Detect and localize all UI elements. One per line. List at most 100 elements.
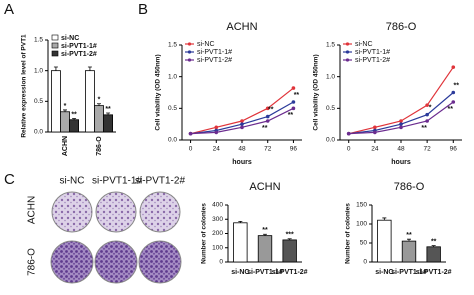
significance: * <box>64 103 67 110</box>
bar <box>282 239 297 263</box>
error-bar <box>263 233 267 236</box>
point <box>451 100 456 104</box>
legend-swatch <box>51 50 59 57</box>
significance: ** <box>262 125 268 132</box>
legend-marker <box>345 58 350 62</box>
chart-title: ACHN <box>226 21 257 33</box>
point <box>240 125 244 130</box>
x-axis-label: hours <box>391 159 411 166</box>
error-bar <box>97 103 101 106</box>
point <box>346 131 351 136</box>
error-bar <box>87 66 92 71</box>
point <box>265 106 270 111</box>
y-tick-label: 150 <box>356 202 367 209</box>
bar <box>426 246 441 263</box>
x-tick-label: 24 <box>213 146 221 153</box>
point <box>291 106 296 111</box>
significance: ** <box>421 125 427 132</box>
x-tick-label: ACHN <box>62 136 69 156</box>
significance: ** <box>454 82 460 89</box>
y-tick-label: 1.5 <box>34 37 43 44</box>
point <box>399 125 403 130</box>
panel-label: C <box>4 171 15 188</box>
x-tick-label: 72 <box>424 146 432 153</box>
y-tick-label: 0.5 <box>168 105 177 112</box>
bar <box>233 222 248 263</box>
significance: *** <box>286 232 294 239</box>
point <box>291 100 296 104</box>
y-tick-label: 0.0 <box>168 137 177 144</box>
error-bar <box>53 66 58 71</box>
legend-marker <box>187 58 192 62</box>
legend-label: si-PVT1-1# <box>355 49 390 56</box>
panel-label: A <box>4 1 14 18</box>
x-tick-label: 0 <box>189 146 193 153</box>
legend-swatch <box>51 42 59 49</box>
legend-marker <box>187 42 192 46</box>
point <box>425 119 429 123</box>
bar <box>377 219 392 263</box>
y-axis-label: Cell viability (OD 450nm) <box>313 54 320 130</box>
legend-label: si-PVT1-1# <box>61 43 97 50</box>
plate-image <box>95 191 137 233</box>
x-tick-label: si-PVT1-2# <box>272 269 308 276</box>
point <box>265 119 270 123</box>
legend-label: si-NC <box>61 35 79 42</box>
x-tick-label: 72 <box>264 146 272 153</box>
panel-label: B <box>138 1 148 18</box>
bar <box>85 70 95 133</box>
legend-swatch <box>51 34 59 41</box>
chart-title: 786-O <box>394 181 425 193</box>
column-label: si-PVT1-1# <box>92 176 142 187</box>
x-tick-label: 96 <box>450 146 458 153</box>
x-tick-label: 24 <box>371 146 379 153</box>
y-tick-label: 1.0 <box>34 67 43 74</box>
y-tick-label: 0.5 <box>34 98 43 105</box>
significance: * <box>98 97 101 104</box>
point <box>425 112 429 117</box>
x-tick-label: si-NC <box>231 269 249 276</box>
significance: ** <box>71 111 77 118</box>
x-tick-label: 48 <box>397 146 405 153</box>
x-tick-label: si-PVT1-1# <box>391 269 427 276</box>
error-bar <box>431 245 436 247</box>
significance: ** <box>431 239 437 246</box>
legend-marker <box>345 42 350 46</box>
y-tick-label: 0.0 <box>326 137 335 144</box>
y-tick-label: 1.5 <box>168 42 177 49</box>
column-label: si-NC <box>60 176 85 187</box>
point <box>373 125 377 130</box>
point <box>214 125 219 130</box>
y-tick-label: 200 <box>212 230 223 237</box>
significance: ** <box>448 106 454 113</box>
significance: ** <box>105 106 111 113</box>
point <box>291 86 296 90</box>
x-tick-label: 96 <box>290 146 298 153</box>
y-tick-label: 0.5 <box>326 105 335 112</box>
x-tick-label: si-PVT1-1# <box>247 269 283 276</box>
y-tick-label: 300 <box>212 216 223 223</box>
y-tick-label: 0 <box>363 259 367 266</box>
x-tick-label: si-NC <box>375 269 393 276</box>
significance: ** <box>268 106 274 113</box>
error-bar <box>106 112 111 115</box>
bar <box>103 114 113 133</box>
point <box>240 119 244 123</box>
point <box>399 119 403 123</box>
x-tick-label: 0 <box>347 146 351 153</box>
point <box>240 122 244 126</box>
y-axis-label: Cell viability (OD 450nm) <box>155 54 162 130</box>
row-label: 786-O <box>27 248 38 276</box>
chart-title: ACHN <box>249 181 280 193</box>
plate-image <box>138 240 182 284</box>
error-bar <box>72 118 77 120</box>
y-tick-label: 100 <box>212 244 223 251</box>
bar <box>51 70 61 133</box>
significance: * <box>429 105 432 112</box>
plate-image <box>94 240 138 284</box>
significance: ** <box>262 227 268 234</box>
point <box>188 131 193 136</box>
x-tick-label: 786-O <box>96 136 103 156</box>
point <box>373 130 377 135</box>
